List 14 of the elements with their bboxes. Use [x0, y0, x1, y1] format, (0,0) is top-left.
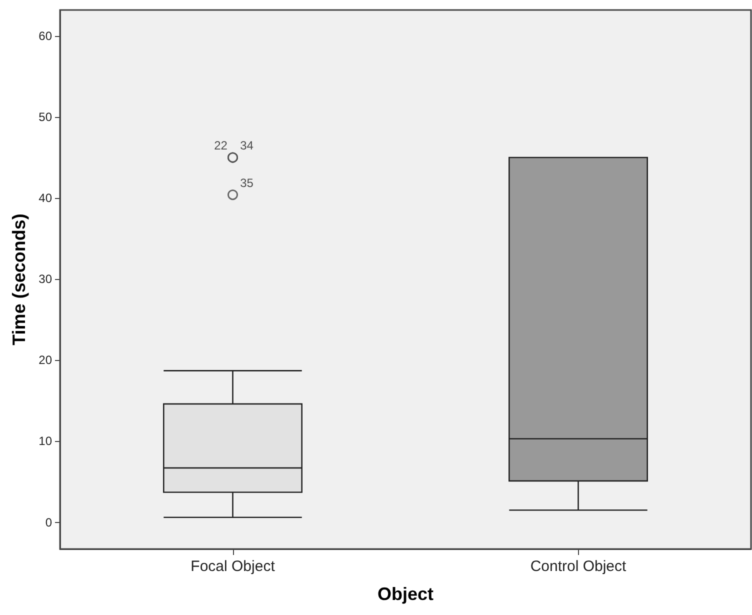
y-tick-label: 10 — [38, 434, 52, 448]
annotation: 34 — [240, 138, 254, 153]
x-tick-label: Control Object — [530, 558, 628, 575]
annotation: 35 — [240, 176, 254, 190]
y-axis-title: Time (seconds) — [8, 214, 29, 346]
y-tick-label: 60 — [38, 28, 52, 43]
y-tick-label: 30 — [38, 272, 52, 286]
x-axis-title: Object — [377, 584, 434, 604]
annotation: 22 — [214, 138, 228, 153]
y-tick-label: 50 — [38, 110, 52, 124]
x-tick-label: Focal Object — [190, 558, 276, 575]
y-tick-label: 0 — [45, 515, 52, 530]
y-tick-label: 20 — [38, 353, 52, 368]
y-tick-label: 40 — [38, 191, 52, 206]
